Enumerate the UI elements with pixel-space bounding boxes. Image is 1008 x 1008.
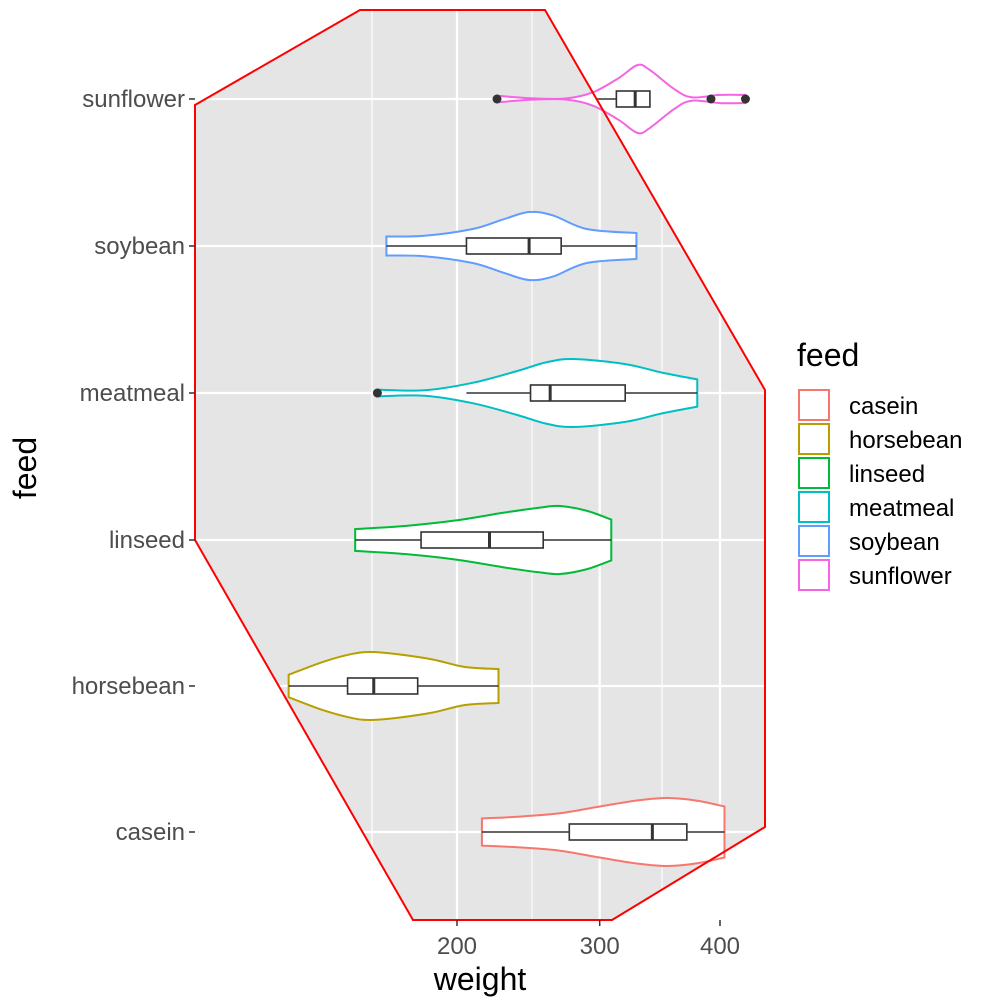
y-tick-label: casein bbox=[116, 819, 185, 846]
boxplot-meatmeal bbox=[372, 384, 698, 402]
boxplot-soybean bbox=[386, 237, 637, 255]
boxplot-layer bbox=[288, 90, 750, 841]
violin-horsebean bbox=[287, 650, 500, 722]
violin-linseed bbox=[354, 504, 613, 576]
boxplot-casein bbox=[481, 823, 725, 841]
y-tick-label: meatmeal bbox=[80, 380, 185, 407]
boxplot-sunflower bbox=[492, 90, 750, 108]
boxplot-horsebean bbox=[288, 677, 499, 695]
legend-key-sunflower bbox=[798, 559, 830, 591]
outlier-point bbox=[372, 388, 382, 398]
violin-layer bbox=[287, 63, 747, 868]
y-tick-label: horsebean bbox=[72, 673, 185, 700]
box-iqr bbox=[346, 677, 419, 695]
legend-key-meatmeal bbox=[798, 491, 830, 523]
x-tick-label: 300 bbox=[580, 933, 620, 960]
plot-panel-background bbox=[195, 10, 765, 920]
x-axis-title: weight bbox=[433, 961, 527, 997]
violin-soybean bbox=[385, 210, 638, 282]
x-tick-label: 400 bbox=[700, 933, 740, 960]
y-axis: casein horsebean linseed meatmeal soybean sun… bbox=[72, 86, 195, 846]
legend-label: linseed bbox=[849, 461, 925, 488]
outlier-point bbox=[492, 94, 502, 104]
coord-boundary bbox=[194, 9, 766, 921]
legend-label: meatmeal bbox=[849, 495, 954, 522]
legend-key-soybean bbox=[798, 525, 830, 557]
legend: feed casein horsebean linseed meatmeal soybe… bbox=[797, 337, 962, 591]
box-iqr bbox=[465, 237, 562, 255]
x-tick-label: 200 bbox=[437, 933, 477, 960]
legend-label: casein bbox=[849, 393, 918, 420]
y-axis-title: feed bbox=[7, 437, 43, 499]
legend-label: horsebean bbox=[849, 427, 962, 454]
violin-meatmeal bbox=[376, 357, 699, 429]
legend-title: feed bbox=[797, 337, 859, 373]
violin-casein bbox=[480, 796, 726, 868]
box-iqr bbox=[568, 823, 688, 841]
legend-label: sunflower bbox=[849, 563, 952, 590]
box-iqr bbox=[529, 384, 627, 402]
boxplot-linseed bbox=[355, 531, 612, 549]
legend-key-casein bbox=[798, 389, 830, 421]
y-tick-label: linseed bbox=[109, 527, 185, 554]
y-tick-label: sunflower bbox=[82, 86, 185, 113]
legend-key-linseed bbox=[798, 457, 830, 489]
box-iqr bbox=[615, 90, 651, 108]
outlier-point bbox=[740, 94, 750, 104]
y-tick-label: soybean bbox=[94, 233, 185, 260]
legend-key-horsebean bbox=[798, 423, 830, 455]
box-iqr bbox=[420, 531, 545, 549]
legend-label: soybean bbox=[849, 529, 940, 556]
outlier-point bbox=[706, 94, 716, 104]
x-axis: 200 300 400 bbox=[437, 920, 740, 960]
